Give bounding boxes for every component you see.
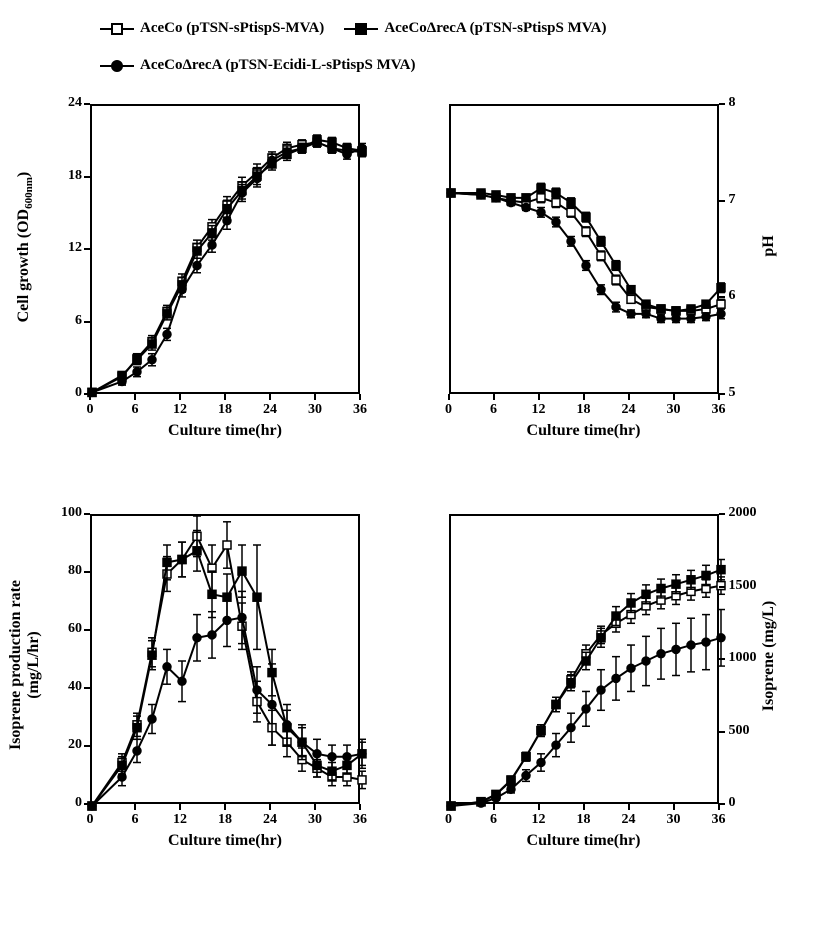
legend-item: AceCoΔrecA (pTSN-Ecidi-L-sPtispS MVA) bbox=[100, 57, 416, 74]
x-tick-label: 30 bbox=[662, 402, 686, 418]
x-tick-label: 36 bbox=[707, 402, 731, 418]
y-tick-label: 18 bbox=[42, 168, 82, 184]
x-tick-label: 0 bbox=[437, 812, 461, 828]
figure-container: AceCo (pTSN-sPtispS-MVA) AceCoΔrecA (pTSN… bbox=[0, 0, 827, 946]
y-tick-label: 5 bbox=[729, 385, 736, 401]
y-tick-label: 80 bbox=[42, 563, 82, 579]
x-axis-label: Culture time(hr) bbox=[90, 832, 360, 850]
plot-area bbox=[449, 514, 719, 804]
x-tick-label: 6 bbox=[123, 812, 147, 828]
x-tick-label: 30 bbox=[303, 402, 327, 418]
x-axis-label: Culture time(hr) bbox=[449, 832, 719, 850]
panel-bottom-right: 0612182430360500100015002000Culture time… bbox=[429, 504, 789, 864]
x-tick-label: 0 bbox=[78, 812, 102, 828]
y-tick-label: 0 bbox=[42, 385, 82, 401]
x-tick-label: 18 bbox=[213, 812, 237, 828]
y-tick-label: 0 bbox=[729, 795, 736, 811]
x-tick-label: 24 bbox=[617, 402, 641, 418]
y-tick-label: 6 bbox=[42, 313, 82, 329]
panels-grid: 06121824303606121824Culture time(hr)Cell… bbox=[20, 94, 807, 864]
x-axis-label: Culture time(hr) bbox=[449, 422, 719, 440]
y-tick-label: 40 bbox=[42, 679, 82, 695]
panel-bottom-left: 0 6 12 18 24 30 36 0 20 40 60 80 100 Culture time(hr)… bbox=[20, 504, 380, 864]
x-tick-label: 6 bbox=[123, 402, 147, 418]
panel-top-right: 0 6 12 18 24 30 365 6 7 8 Culture time(hr) pH bbox=[429, 94, 789, 454]
open-square-icon bbox=[100, 22, 134, 36]
x-tick-label: 24 bbox=[617, 812, 641, 828]
panel-top-left: 06121824303606121824Culture time(hr)Cell… bbox=[20, 94, 380, 454]
y-tick-label: 1500 bbox=[729, 578, 757, 594]
plot-area bbox=[90, 514, 360, 804]
y-tick-label: 0 bbox=[42, 795, 82, 811]
legend-item: AceCoΔrecA (pTSN-sPtispS MVA) bbox=[344, 20, 606, 37]
y-tick-label: 1000 bbox=[729, 650, 757, 666]
x-tick-label: 12 bbox=[168, 402, 192, 418]
x-tick-label: 12 bbox=[527, 402, 551, 418]
x-tick-label: 36 bbox=[707, 812, 731, 828]
legend-label: AceCoΔrecA (pTSN-sPtispS MVA) bbox=[384, 20, 606, 37]
y-axis-label: Isoprene (mg/L) bbox=[760, 526, 778, 786]
plot-area bbox=[449, 104, 719, 394]
x-tick-label: 6 bbox=[482, 402, 506, 418]
y-tick-label: 2000 bbox=[729, 505, 757, 521]
y-axis-label: pH bbox=[760, 116, 778, 376]
legend-label: AceCoΔrecA (pTSN-Ecidi-L-sPtispS MVA) bbox=[140, 57, 416, 74]
x-tick-label: 36 bbox=[348, 402, 372, 418]
x-tick-label: 18 bbox=[213, 402, 237, 418]
y-tick-label: 6 bbox=[729, 288, 736, 304]
legend: AceCo (pTSN-sPtispS-MVA) AceCoΔrecA (pTSN… bbox=[100, 20, 807, 74]
x-tick-label: 24 bbox=[258, 812, 282, 828]
y-tick-label: 12 bbox=[42, 240, 82, 256]
x-tick-label: 18 bbox=[572, 402, 596, 418]
legend-item: AceCo (pTSN-sPtispS-MVA) bbox=[100, 20, 324, 37]
x-tick-label: 30 bbox=[303, 812, 327, 828]
y-tick-label: 20 bbox=[42, 737, 82, 753]
x-tick-label: 0 bbox=[78, 402, 102, 418]
y-tick-label: 500 bbox=[729, 723, 750, 739]
filled-circle-icon bbox=[100, 59, 134, 73]
x-tick-label: 24 bbox=[258, 402, 282, 418]
y-tick-label: 7 bbox=[729, 192, 736, 208]
y-tick-label: 8 bbox=[729, 95, 736, 111]
x-axis-label: Culture time(hr) bbox=[90, 422, 360, 440]
legend-label: AceCo (pTSN-sPtispS-MVA) bbox=[140, 20, 324, 37]
x-tick-label: 6 bbox=[482, 812, 506, 828]
plot-area bbox=[90, 104, 360, 394]
x-tick-label: 18 bbox=[572, 812, 596, 828]
x-tick-label: 30 bbox=[662, 812, 686, 828]
x-tick-label: 36 bbox=[348, 812, 372, 828]
x-tick-label: 0 bbox=[437, 402, 461, 418]
y-axis-label: Isoprene production rate(mg/L/hr) bbox=[7, 535, 43, 795]
y-tick-label: 24 bbox=[42, 95, 82, 111]
x-tick-label: 12 bbox=[527, 812, 551, 828]
y-tick-label: 100 bbox=[42, 505, 82, 521]
x-tick-label: 12 bbox=[168, 812, 192, 828]
filled-square-icon bbox=[344, 22, 378, 36]
y-tick-label: 60 bbox=[42, 621, 82, 637]
y-axis-label: Cell growth (OD600nm) bbox=[15, 117, 35, 377]
